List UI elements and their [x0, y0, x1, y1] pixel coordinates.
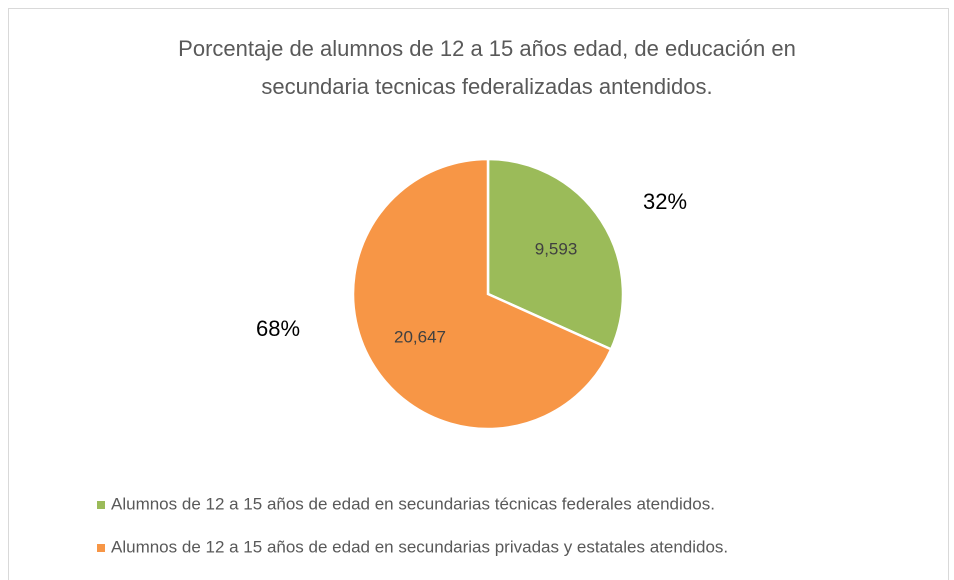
value-label: 20,647 — [394, 327, 446, 346]
pie-slice — [351, 157, 613, 431]
legend-label: Alumnos de 12 a 15 años de edad en secun… — [111, 537, 728, 556]
percent-label: 68% — [256, 316, 300, 341]
value-label: 9,593 — [535, 239, 578, 258]
legend-swatch — [97, 501, 105, 509]
chart-title: Porcentaje de alumnos de 12 a 15 años ed… — [178, 36, 796, 61]
legend-swatch — [97, 544, 105, 552]
legend-label: Alumnos de 12 a 15 años de edad en secun… — [111, 494, 715, 513]
chart-title: secundaria tecnicas federalizadas antend… — [261, 74, 712, 99]
pie-slice — [486, 157, 625, 351]
percent-label: 32% — [643, 189, 687, 214]
